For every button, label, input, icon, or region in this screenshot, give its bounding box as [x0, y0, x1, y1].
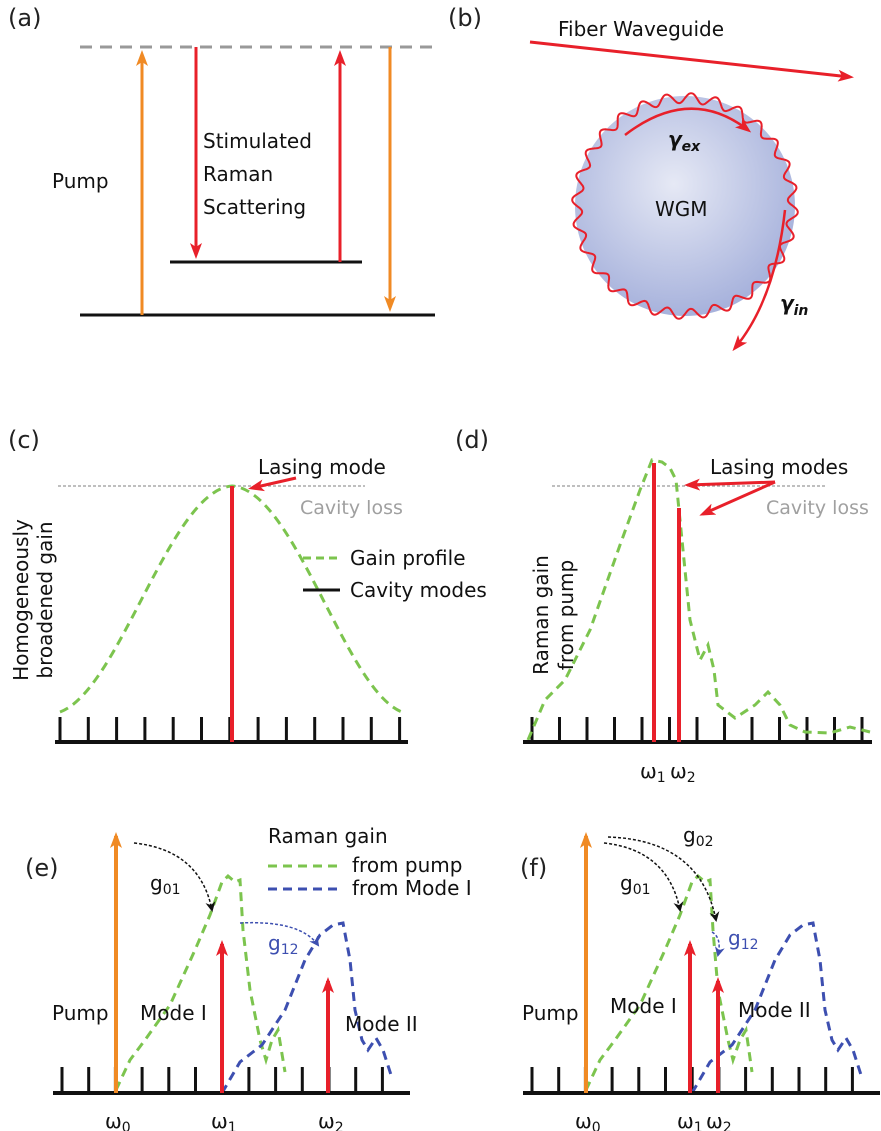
omega-0-label: ω0 [105, 1109, 131, 1131]
omega-1-label: ω1 [640, 759, 666, 786]
cavity-loss-label: Cavity loss [300, 497, 403, 519]
legend-pump-label: from pump [352, 853, 462, 877]
fiber-waveguide [529, 40, 854, 82]
g12-transfer-arrow [711, 931, 725, 957]
lasing-mode-arrow [248, 476, 297, 492]
srs-line-3: Scattering [203, 195, 306, 219]
g01-label: g01 [150, 871, 181, 898]
g01-transfer-arrow [133, 842, 216, 912]
raman-gain-curve [526, 458, 871, 741]
omega-2-label: ω2 [318, 1109, 344, 1131]
g12-transfer-arrow [239, 921, 320, 947]
cavity-loss-label: Cavity loss [766, 497, 869, 519]
lasing-arrow-2 [699, 480, 776, 516]
panel-c-homogeneous-gain: (c) Homogeneously broadened gain Cavity … [8, 426, 487, 744]
gamma-ex-label: γex [668, 127, 701, 155]
wgm-label: WGM [655, 197, 708, 221]
legend-modes-label: Cavity modes [350, 578, 487, 602]
srs-line-1: Stimulated [203, 129, 312, 153]
panel-d-raman-gain: (d) Raman gain from pump Cavity loss Las… [455, 426, 872, 786]
g01-transfer-arrow [603, 842, 684, 912]
gain-from-mode1-curve [220, 921, 394, 1094]
panel-f-cascaded-raman-close: (f) g02 g01 g12 Pump Mode I Mode II ω0 ω… [520, 823, 880, 1131]
ylabel-line-1: Raman gain [529, 555, 553, 675]
panel-label: (a) [8, 4, 41, 32]
mode1-label: Mode I [610, 994, 677, 1018]
wgm-sphere [575, 96, 795, 316]
panel-a-energy-levels: (a) Pump Stimulated Raman Scattering [8, 4, 435, 317]
g02-label: g02 [683, 823, 714, 850]
lasing-modes-label: Lasing modes [710, 455, 848, 479]
wgm-wave [571, 92, 799, 320]
panel-label: (b) [448, 4, 482, 32]
panel-label: (c) [8, 426, 40, 454]
cavity-mode-ticks [530, 717, 864, 742]
omega-2-label: ω2 [670, 759, 696, 786]
panel-label: (d) [455, 426, 489, 454]
omega-2-label: ω2 [706, 1109, 732, 1131]
g02-transfer-arrow [607, 836, 720, 922]
legend-mode1-label: from Mode I [352, 876, 472, 900]
mode2-label: Mode II [738, 998, 811, 1022]
loss-arrow [732, 209, 787, 352]
pump-label: Pump [52, 1001, 109, 1025]
gain-from-pump-curve [584, 873, 754, 1091]
coupling-arrow [624, 107, 752, 136]
g12-label: g12 [268, 931, 299, 958]
lasing-arrow-1 [684, 478, 776, 491]
g12-label: g12 [728, 926, 759, 953]
lasing-mode-label: Lasing mode [258, 455, 386, 479]
legend-gain-label: Gain profile [350, 546, 466, 570]
gamma-in-label: γin [780, 291, 808, 319]
omega-1-label: ω1 [677, 1109, 703, 1131]
panel-e-cascaded-raman: (e) g01 g12 Pump Mode I Mode II ω0 ω1 ω2… [25, 824, 472, 1131]
fiber-label: Fiber Waveguide [558, 17, 724, 41]
gain-from-pump-curve [114, 873, 287, 1091]
cavity-mode-ticks [530, 1067, 854, 1093]
omega-0-label: ω0 [575, 1109, 601, 1131]
ylabel-line-2: broadened gain [33, 521, 57, 678]
ylabel-line-2: from pump [554, 560, 578, 670]
panel-label: (f) [520, 854, 547, 882]
cavity-mode-ticks [58, 717, 402, 742]
pump-label: Pump [52, 169, 109, 193]
mode1-label: Mode I [140, 1001, 207, 1025]
omega-1-label: ω1 [211, 1109, 237, 1131]
gain-from-mode1-curve [690, 921, 864, 1094]
panel-b-wgm-resonator: (b) Fiber Waveguide WGM γex γin [448, 4, 854, 352]
pump-label: Pump [522, 1001, 579, 1025]
panel-label: (e) [25, 854, 59, 882]
ylabel-line-1: Homogeneously [9, 519, 33, 681]
mode2-label: Mode II [345, 1012, 418, 1036]
srs-line-2: Raman [203, 162, 273, 186]
legend-title: Raman gain [268, 824, 388, 848]
g01-label: g01 [620, 871, 651, 898]
